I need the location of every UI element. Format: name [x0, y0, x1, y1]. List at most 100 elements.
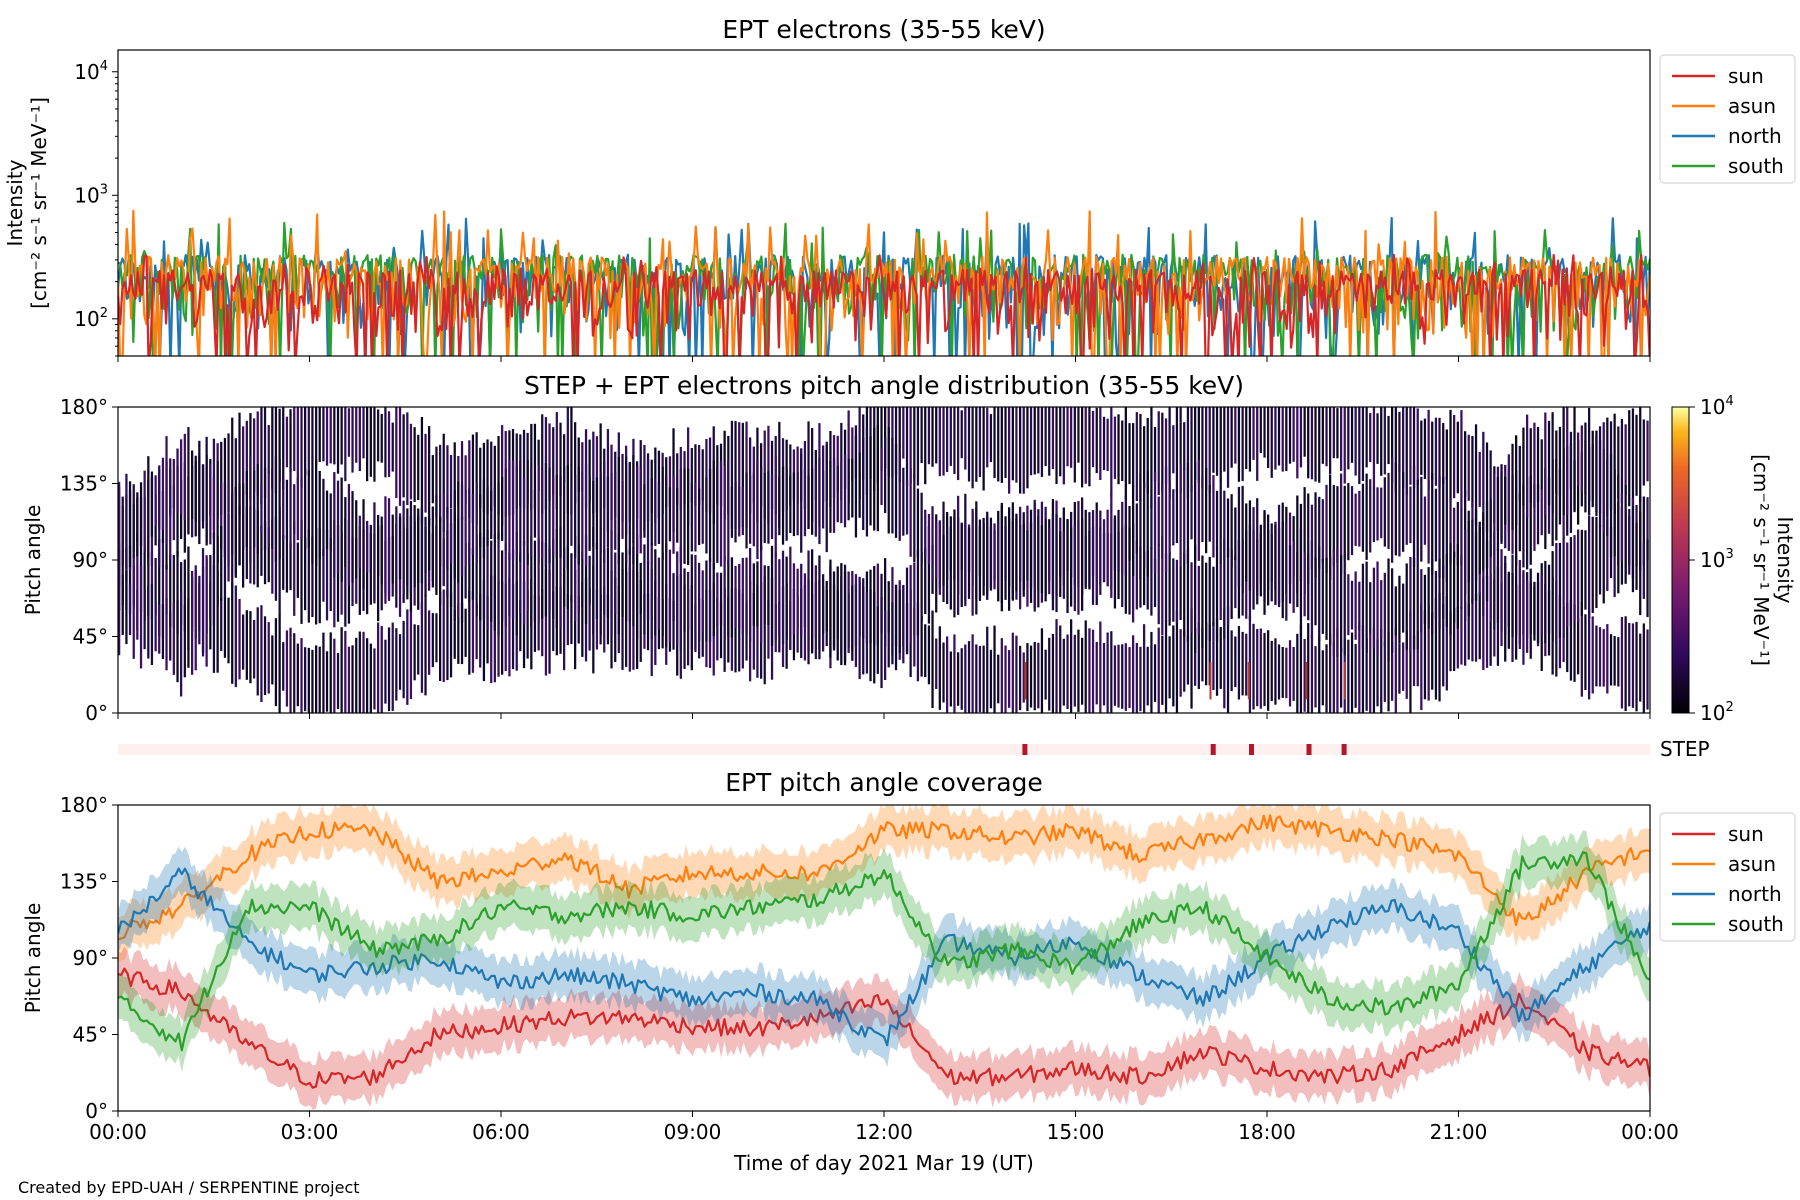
pad-pixel-column — [781, 550, 785, 645]
pad-pixel-column — [1526, 580, 1529, 653]
pad-pixel-column — [1197, 565, 1200, 635]
pad-pixel-column — [548, 548, 551, 610]
pad-pixel-column — [1493, 473, 1496, 569]
pad-pixel-column — [986, 407, 989, 468]
pad-pixel-column — [1453, 507, 1456, 557]
pad-pixel-column — [1347, 483, 1350, 561]
pad-pixel-column — [227, 597, 230, 664]
pad-pixel-column — [413, 624, 416, 681]
pad-pixel-column — [1175, 610, 1179, 713]
pad-pixel-column — [581, 551, 584, 607]
pad-pixel-column — [293, 407, 296, 471]
pad-pixel-column — [650, 478, 653, 546]
pad-pixel-column — [1617, 426, 1620, 499]
pad-pixel-column — [118, 549, 121, 656]
y-tick-label: 180° — [60, 793, 108, 817]
pad-pixel-column — [1383, 572, 1386, 647]
pad-pixel-column — [351, 645, 354, 713]
pad-pixel-column — [1299, 407, 1303, 468]
pad-pixel-column — [1474, 593, 1478, 662]
pad-pixel-column — [1201, 555, 1204, 648]
pad-pixel-column — [1113, 645, 1117, 706]
pad-pixel-column — [1569, 431, 1573, 489]
pad-pixel-column — [617, 456, 620, 565]
pad-pixel-column — [1164, 466, 1168, 572]
pad-pixel-column — [1230, 407, 1233, 468]
pad-pixel-column — [552, 427, 555, 496]
pad-pixel-column — [967, 641, 971, 713]
pad-pixel-column — [1602, 449, 1605, 533]
pad-pixel-column — [957, 407, 960, 481]
pad-pixel-column — [1412, 635, 1416, 687]
pad-pixel-column — [1551, 412, 1554, 514]
pad-pixel-column — [942, 535, 945, 586]
pad-pixel-column — [1445, 429, 1448, 480]
pad-pixel-column — [566, 545, 569, 610]
pad-pixel-column — [1588, 515, 1591, 619]
pad-pixel-column — [1391, 568, 1394, 653]
pad-pixel-column — [1467, 434, 1470, 501]
intensity-y-ticks: 102 103 104 — [74, 59, 118, 357]
pad-pixel-column — [464, 608, 467, 657]
pad-pixel-column — [577, 544, 580, 613]
pad-pixel-column — [1277, 644, 1281, 700]
pad-pixel-column — [942, 642, 945, 703]
pad-pixel-column — [858, 576, 861, 680]
pad-pixel-column — [300, 638, 303, 713]
pad-pixel-column — [1044, 407, 1047, 467]
pad-pixel-column — [358, 525, 361, 615]
pad-pixel-column — [595, 543, 599, 619]
pad-pixel-column — [825, 444, 828, 553]
pad-pixel-column — [1354, 571, 1357, 640]
pad-pixel-column — [293, 484, 296, 534]
pad-pixel-column — [1613, 469, 1616, 557]
pad-pixel-column — [1135, 643, 1138, 713]
pad-pixel-column — [884, 558, 887, 647]
pad-pixel-column — [989, 414, 993, 463]
pad-pixel-column — [1110, 492, 1113, 598]
pad-pixel-column — [1070, 527, 1073, 607]
pad-pixel-column — [340, 477, 343, 582]
pad-pixel-column — [1445, 596, 1448, 691]
pad-pixel-column — [384, 407, 387, 478]
pad-pixel-column — [1303, 639, 1306, 712]
pad-pixel-column — [1540, 573, 1543, 637]
pad-pixel-column — [1128, 506, 1131, 561]
pad-pixel-column — [1482, 577, 1485, 671]
pad-pixel-column — [242, 614, 245, 670]
legend-label-sun: sun — [1728, 822, 1764, 846]
pad-pixel-column — [1460, 509, 1463, 565]
pad-pixel-column — [898, 451, 901, 541]
pad-pixel-column — [1259, 524, 1262, 584]
colorbar-tick-label: 104 — [1700, 394, 1734, 419]
pad-pixel-column — [902, 407, 905, 459]
pad-pixel-column — [1540, 439, 1543, 489]
pad-pixel-column — [734, 481, 737, 543]
pad-pixel-column — [884, 610, 887, 680]
pad-pixel-column — [876, 563, 879, 646]
pad-pixel-column — [1456, 543, 1459, 629]
pad-pixel-column — [121, 574, 124, 635]
pad-pixel-column — [1438, 592, 1441, 702]
pad-pixel-column — [333, 407, 336, 465]
pad-pixel-column — [1340, 407, 1343, 471]
pad-pixel-column — [1321, 558, 1324, 634]
pad-pixel-column — [201, 464, 205, 529]
pad-pixel-column — [1460, 606, 1463, 665]
pad-pixel-column — [935, 521, 938, 578]
pad-pixel-column — [490, 490, 493, 540]
pad-pixel-column — [1208, 485, 1211, 542]
pad-pixel-column — [559, 527, 562, 629]
pad-pixel-column — [406, 412, 409, 506]
pad-pixel-column — [227, 514, 230, 582]
pad-pixel-column — [1631, 623, 1635, 708]
pad-pixel-column — [398, 634, 402, 690]
pad-pixel-column — [789, 546, 792, 651]
pad-pixel-column — [1336, 486, 1339, 563]
pad-panel: STEP + EPT electrons pitch angle distrib… — [21, 371, 1797, 725]
pad-pixel-column — [916, 602, 920, 682]
pad-pixel-column — [504, 584, 507, 671]
pad-pixel-column — [282, 642, 285, 691]
pad-pixel-column — [263, 616, 267, 695]
pad-pixel-column — [278, 459, 281, 559]
